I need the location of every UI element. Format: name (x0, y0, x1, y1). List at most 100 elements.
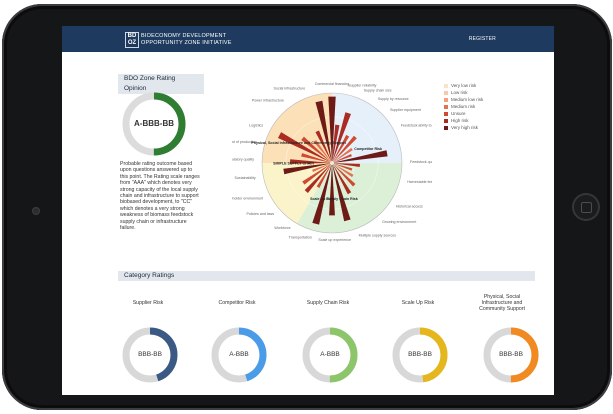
legend-item: Low risk (444, 90, 468, 95)
chart-axis-label: Sustainability (235, 176, 256, 180)
chart-axis-label: Growing environment (382, 220, 416, 224)
chart-axis-label: Scale up experience (318, 238, 351, 242)
legend-label: High risk (451, 118, 469, 123)
legend-label: Very high risk (451, 125, 479, 130)
category-gauge: BBB-BB (120, 325, 180, 385)
legend-swatch (444, 104, 448, 109)
register-link[interactable]: REGISTER (468, 36, 496, 42)
category-rating-value: BBB-BB (408, 351, 432, 358)
chart-bar (301, 136, 331, 162)
rating-description: Probable rating outcome based upon quest… (120, 161, 200, 232)
chart-axis-label: Feedstock quality (410, 160, 432, 164)
chart-bar (332, 164, 352, 195)
tablet-frame: BD OZ BIOECONOMY DEVELOPMENT OPPORTUNITY… (2, 4, 612, 410)
category-gauge: A-BBB (209, 325, 269, 385)
legend-swatch (444, 90, 448, 95)
camera-icon (32, 207, 40, 215)
overall-rating-arc (122, 92, 186, 156)
chart-axis-label: Feedstock ability to yield (401, 123, 432, 127)
chart-axis-label: Transportation (289, 235, 312, 239)
category-arc (122, 327, 178, 383)
chart-annotation: Scale Up Risk (310, 197, 334, 201)
legend-label: Low risk (451, 90, 468, 95)
chart-axis-label: Harvestable feedstock (407, 180, 432, 184)
chart-sector (297, 163, 402, 233)
chart-bar (333, 164, 356, 187)
category-arc (483, 327, 539, 383)
category-ring (392, 327, 448, 383)
category-ring (211, 327, 267, 383)
rating-opinion-title: BDO Zone Rating Opinion (118, 74, 204, 94)
chart-axis-label: Supply by resource (378, 97, 409, 101)
brand-name-line1: BIOECONOMY DEVELOPMENT (141, 33, 227, 39)
category-rating-value: A-BBB (320, 351, 340, 358)
category-ring (122, 327, 178, 383)
legend-item: Medium risk (444, 104, 475, 109)
chart-bar (290, 159, 331, 164)
chart-annotation: SIMPLE SUPPLY CHAIN (273, 161, 314, 165)
chart-axis-label: Multiple supply sources (359, 233, 397, 237)
chart-axis-label: Historical access (396, 205, 423, 209)
chart-axis-label: Regulatory quality (232, 157, 254, 161)
category-rating-value: BBB-BB (499, 351, 523, 358)
category-label: Supplier Risk (132, 300, 164, 306)
category-label: Supply Chain Risk (306, 300, 350, 306)
chart-bar (329, 164, 335, 216)
chart-axis-label: Policies and laws (246, 212, 274, 216)
chart-axis-label: Logistics (249, 123, 263, 127)
chart-axis-label: Supplier reliability (348, 84, 376, 88)
chart-axis-label: Stakeholder environment (232, 197, 263, 201)
brand-name-line2: OPPORTUNITY ZONE INITIATIVE (141, 40, 232, 46)
legend-item: Unsure (444, 111, 466, 116)
legend-label: Medium low risk (451, 97, 484, 102)
brand-logo[interactable]: BD OZ (125, 32, 139, 48)
chart-bar (315, 100, 332, 162)
legend-swatch (444, 118, 448, 123)
chart-bar (333, 154, 352, 163)
chart-axis-label: Cost of production (232, 140, 257, 144)
category-ring (483, 327, 539, 383)
chart-axis-label: Social infrastructure (274, 87, 306, 91)
category-gauge: BBB-BB (390, 325, 450, 385)
chart-bar (332, 134, 350, 162)
chart-bar (283, 163, 331, 175)
chart-bar (333, 147, 353, 162)
legend-swatch (444, 125, 448, 130)
chart-bar (312, 163, 331, 172)
legend-label: Unsure (451, 111, 466, 116)
chart-bar (328, 96, 336, 162)
chart-sector (262, 93, 332, 163)
legend-item: Medium low risk (444, 97, 483, 102)
legend-swatch (444, 97, 448, 102)
category-label: Competitor Risk (218, 300, 256, 306)
category-rating-value: BBB-BB (138, 351, 162, 358)
chart-axis-label: Supplier equipment (390, 108, 421, 112)
chart-bar (332, 112, 351, 162)
chart-axis-label: Workforce (274, 226, 290, 230)
chart-annotation: Competitor Risk (354, 147, 382, 151)
category-rating-value: A-BBB (229, 351, 249, 358)
top-header: BD OZ BIOECONOMY DEVELOPMENT OPPORTUNITY… (62, 26, 554, 52)
chart-bar (333, 150, 388, 163)
chart-annotation: Physical, Social Infrastructure and Comm… (251, 141, 346, 145)
legend-item: High risk (444, 118, 469, 123)
legend-label: Very low risk (451, 83, 477, 88)
chart-outer-ring (261, 92, 403, 234)
chart-bar (332, 124, 340, 162)
category-ratings-title: Category Ratings (118, 271, 535, 281)
app-screen: BD OZ BIOECONOMY DEVELOPMENT OPPORTUNITY… (62, 26, 554, 395)
legend-item: Very high risk (444, 125, 478, 130)
logo-top-text: BD (127, 33, 137, 39)
chart-axis-label: Supply chain size (364, 89, 392, 93)
chart-bar (304, 164, 331, 194)
overall-rating-ring (122, 92, 186, 156)
chart-bar (333, 163, 354, 178)
chart-axis-label: Commercial financing (315, 82, 350, 86)
chart-bar (333, 163, 360, 167)
category-label: Scale Up Risk (401, 300, 435, 306)
chart-bar (333, 135, 357, 162)
category-label: Physical, Social Infrastructure and Comm… (479, 294, 525, 313)
chart-annotation: Supply Chain Risk (326, 197, 358, 201)
home-button[interactable] (572, 193, 600, 221)
chart-bar (312, 164, 332, 225)
